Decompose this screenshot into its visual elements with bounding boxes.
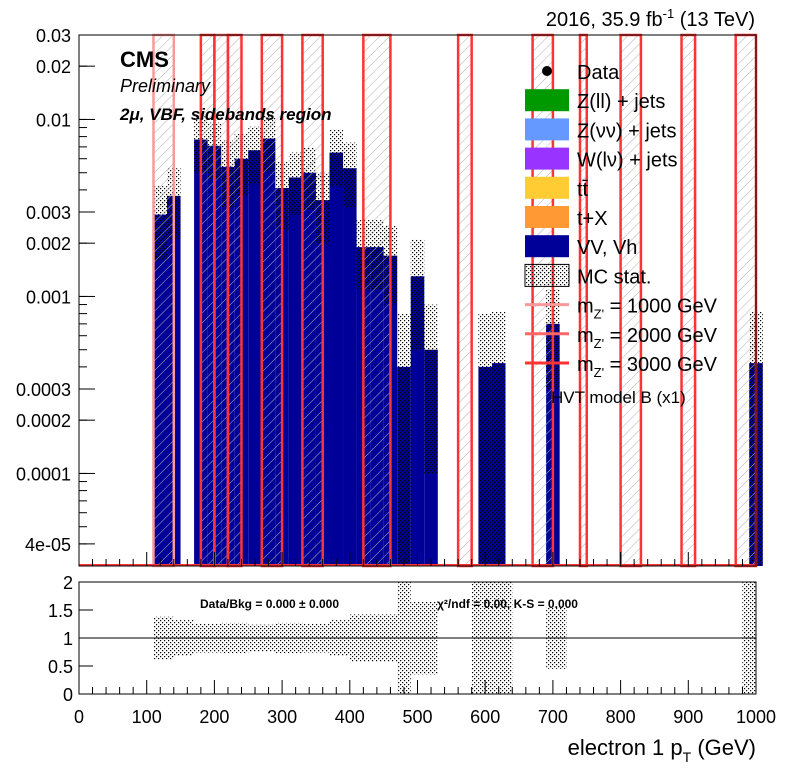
ratio-y-tick-label: 2 [63, 573, 73, 593]
legend-swatch [524, 263, 570, 287]
mc-stat-band [424, 304, 438, 474]
legend: Data Z(ll) + jets Z(νν) + jets W(lν) + jets… [524, 62, 718, 380]
legend-marker [542, 66, 552, 76]
x-tick-label: 200 [199, 707, 229, 727]
legend-swatch [525, 235, 569, 258]
y-tick-label: 0.03 [36, 26, 71, 46]
y-tick-label: 0.0001 [16, 464, 71, 484]
y-tick-label: 0.003 [26, 203, 71, 223]
background-bar [329, 152, 344, 566]
y-tick-label: 0.001 [26, 287, 71, 307]
mc-stat-band [410, 239, 425, 350]
x-tick-label: 100 [132, 707, 162, 727]
legend-swatch [525, 176, 569, 199]
mc-stat-band [397, 313, 411, 566]
ratio-y-tick-label: 0.5 [48, 657, 73, 677]
mc-stat-band [478, 313, 492, 566]
background-bar [288, 177, 303, 566]
x-tick-label: 800 [606, 707, 636, 727]
legend-label: Z(νν) + jets [577, 120, 676, 142]
x-axis: 0 100 200 300 400 500 600 700 800 900 1000 [74, 680, 776, 727]
cms-label: CMS [120, 47, 169, 72]
y-tick-label: 0.002 [26, 234, 71, 254]
legend-label: Z(ll) + jets [577, 91, 665, 113]
lumi-label: 2016, 35.9 fb-1 (13 TeV) [546, 6, 755, 31]
signal-bar [456, 33, 473, 568]
legend-label: W(lν) + jets [577, 150, 678, 172]
ratio-y-tick-label: 1 [63, 629, 73, 649]
legend-label: MC stat. [577, 266, 651, 288]
preliminary-label: Preliminary [120, 76, 211, 96]
background-bar [248, 150, 262, 566]
x-tick-label: 600 [470, 707, 500, 727]
legend-label: t+X [577, 208, 608, 230]
mc-stat-band [248, 126, 262, 185]
x-tick-label: 700 [538, 707, 568, 727]
y-tick-label: 0.0003 [16, 380, 71, 400]
y-tick-label: 0.01 [36, 110, 71, 130]
legend-swatch [525, 89, 569, 112]
legend-swatch [525, 206, 569, 228]
legend-label: Data [577, 62, 620, 84]
main-x-ticks [78, 552, 757, 566]
x-tick-label: 0 [74, 707, 84, 727]
y-tick-label: 0.02 [36, 57, 71, 77]
x-axis-title: electron 1 pT (GeV) [568, 735, 756, 765]
ratio-y-axis: 0 0.5 1 1.5 2 [48, 573, 93, 705]
mc-stat-band [329, 129, 344, 187]
signal-bar [734, 33, 758, 568]
ratio-y-tick-label: 0 [63, 685, 73, 705]
x-tick-label: 1000 [736, 707, 776, 727]
ratio-y-tick-label: 1.5 [48, 601, 73, 621]
signal-bar [362, 33, 392, 568]
x-tick-label: 400 [335, 707, 365, 727]
legend-label: mZ' = 1000 GeV [577, 296, 718, 322]
ratio-chi2-label: χ²/ndf = 0.00, K-S = 0.000 [437, 597, 578, 611]
mc-stat-band [343, 142, 357, 208]
model-note: HVT model B (x1) [551, 388, 686, 407]
legend-swatch [525, 147, 569, 170]
legend-swatch [525, 118, 569, 141]
x-tick-label: 300 [267, 707, 297, 727]
signal-bar [531, 33, 555, 568]
region-label: 2μ, VBF, sidebands region [119, 105, 331, 124]
mc-stat-band [288, 152, 303, 215]
legend-label: VV, Vh [577, 237, 637, 259]
y-tick-label: 0.0002 [16, 411, 71, 431]
legend-label: mZ' = 2000 GeV [577, 325, 718, 351]
legend-label: tt̄ [577, 178, 589, 200]
ratio-stats-label: Data/Bkg = 0.000 ± 0.000 [200, 597, 339, 611]
y-tick-label: 4e-05 [25, 535, 71, 555]
mc-stat-band [491, 311, 506, 566]
x-tick-label: 900 [673, 707, 703, 727]
main-y-axis: 0.03 0.02 0.01 0.003 0.002 0.001 0.0003 0.0002 0… [16, 26, 95, 567]
x-tick-label: 500 [402, 707, 432, 727]
legend-label: mZ' = 3000 GeV [577, 354, 718, 380]
background-bar [343, 168, 357, 566]
